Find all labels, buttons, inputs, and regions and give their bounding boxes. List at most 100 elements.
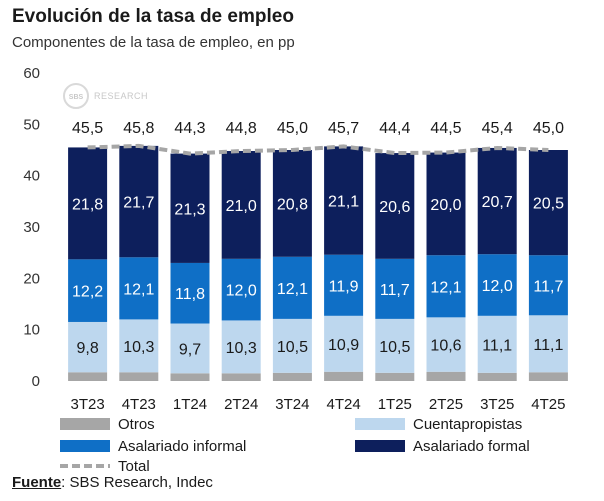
data-label-formal: 20,7 [482, 194, 513, 211]
total-line [87, 143, 549, 156]
legend-swatch-cuentapropistas [355, 418, 405, 430]
data-label-cuentapropistas: 11,1 [533, 337, 563, 354]
bar-segment-informal [119, 257, 159, 320]
x-tick-label: 4T24 [326, 396, 360, 413]
x-tick-label: 3T23 [70, 396, 104, 413]
data-label-cuentapropistas: 10,5 [379, 339, 410, 356]
y-tick-label: 40 [23, 168, 40, 185]
bar-segment-formal [272, 150, 312, 257]
data-label-cuentapropistas: 10,3 [226, 340, 257, 357]
legend-swatch-formal [355, 440, 405, 452]
bar-segment-informal [528, 255, 568, 316]
data-label-informal: 12,1 [277, 281, 308, 298]
chart-title: Evolución de la tasa de empleo [12, 6, 294, 27]
total-label: 45,8 [123, 120, 154, 137]
x-tick-label: 2T25 [429, 396, 463, 413]
watermark-text: RESEARCH [94, 91, 148, 101]
x-tick-label: 3T24 [275, 396, 309, 413]
y-tick-label: 10 [23, 322, 40, 339]
total-label: 45,4 [482, 120, 513, 137]
watermark-logo-icon [63, 83, 89, 109]
y-tick-label: 0 [32, 373, 40, 390]
bar-segment-otros [170, 373, 210, 381]
bar-segment-otros [477, 372, 517, 381]
bar-segment-otros [324, 371, 364, 381]
data-label-formal: 20,8 [277, 196, 308, 213]
x-tick-label: 1T24 [173, 396, 207, 413]
data-label-formal: 20,6 [379, 199, 410, 216]
bar-segment-formal [477, 147, 517, 255]
bar-segment-informal [426, 255, 466, 318]
bar-segment-otros [119, 372, 159, 381]
total-label: 44,5 [430, 120, 461, 137]
bar-segment-formal [324, 146, 364, 255]
legend-label-otros: Otros [118, 416, 155, 433]
data-label-formal: 20,0 [430, 197, 461, 214]
bar-segment-formal [170, 153, 210, 263]
data-label-formal: 21,7 [123, 195, 154, 212]
source-label: Fuente [12, 474, 62, 491]
legend-label-cuentapropistas: Cuentapropistas [413, 416, 522, 433]
chart-subtitle: Componentes de la tasa de empleo, en pp [12, 34, 295, 51]
legend-label-total: Total [118, 458, 150, 475]
total-label: 45,5 [72, 120, 103, 137]
bar-segment-otros [272, 372, 312, 381]
data-label-formal: 21,8 [72, 196, 103, 213]
data-label-cuentapropistas: 11,1 [482, 337, 512, 354]
data-label-cuentapropistas: 10,5 [277, 339, 308, 356]
bar-segment-cuentapropistas [221, 320, 261, 374]
bar-segment-informal [375, 258, 415, 319]
data-label-informal: 12,2 [72, 284, 103, 301]
legend-label-formal: Asalariado formal [413, 438, 530, 455]
bar-segment-informal [324, 254, 364, 316]
bar-segment-formal [375, 153, 415, 259]
total-label: 45,0 [533, 120, 564, 137]
bar-segment-cuentapropistas [324, 315, 364, 372]
bar-segment-formal [119, 145, 159, 258]
x-tick-label: 3T25 [480, 396, 514, 413]
bar-segment-informal [477, 254, 517, 316]
data-label-cuentapropistas: 10,6 [430, 338, 461, 355]
data-label-informal: 11,8 [175, 286, 205, 303]
bar-segment-formal [68, 147, 108, 260]
data-label-informal: 12,1 [430, 279, 461, 296]
bar-segment-otros [68, 372, 108, 381]
legend-swatch-informal [60, 440, 110, 452]
bar-segment-informal [272, 256, 312, 319]
x-tick-label: 2T24 [224, 396, 258, 413]
total-label: 44,4 [379, 120, 410, 137]
bar-segment-otros [221, 373, 261, 381]
data-label-informal: 12,0 [482, 278, 513, 295]
data-label-formal: 21,3 [174, 201, 205, 218]
x-tick-label: 4T23 [122, 396, 156, 413]
data-label-formal: 20,5 [533, 196, 564, 213]
bar-segment-cuentapropistas [119, 319, 159, 373]
bar-segment-cuentapropistas [272, 318, 312, 373]
bar-segment-cuentapropistas [477, 315, 517, 373]
bar-segment-informal [170, 262, 210, 324]
source-text: : SBS Research, Indec [61, 474, 213, 491]
bar-segment-informal [68, 259, 108, 322]
data-label-formal: 21,0 [226, 198, 257, 215]
data-label-cuentapropistas: 10,9 [328, 337, 359, 354]
data-label-informal: 11,9 [329, 278, 359, 295]
bar-segment-cuentapropistas [170, 323, 210, 374]
data-label-informal: 12,0 [226, 283, 257, 300]
total-label: 45,7 [328, 120, 359, 137]
data-label-cuentapropistas: 9,8 [76, 340, 98, 357]
bar-segment-formal [426, 152, 466, 256]
legend-swatch-otros [60, 418, 110, 430]
bar-segment-cuentapropistas [426, 317, 466, 372]
data-label-informal: 12,1 [123, 281, 154, 298]
x-tick-label: 4T25 [531, 396, 565, 413]
bar-segment-informal [221, 258, 261, 321]
data-label-cuentapropistas: 9,7 [179, 341, 201, 358]
bar-segment-otros [528, 372, 568, 381]
bar-segment-cuentapropistas [375, 318, 415, 373]
bar-segment-otros [375, 372, 415, 381]
x-tick-label: 1T25 [378, 396, 412, 413]
y-tick-label: 20 [23, 270, 40, 287]
data-label-cuentapropistas: 10,3 [123, 339, 154, 356]
data-label-informal: 11,7 [533, 278, 563, 295]
